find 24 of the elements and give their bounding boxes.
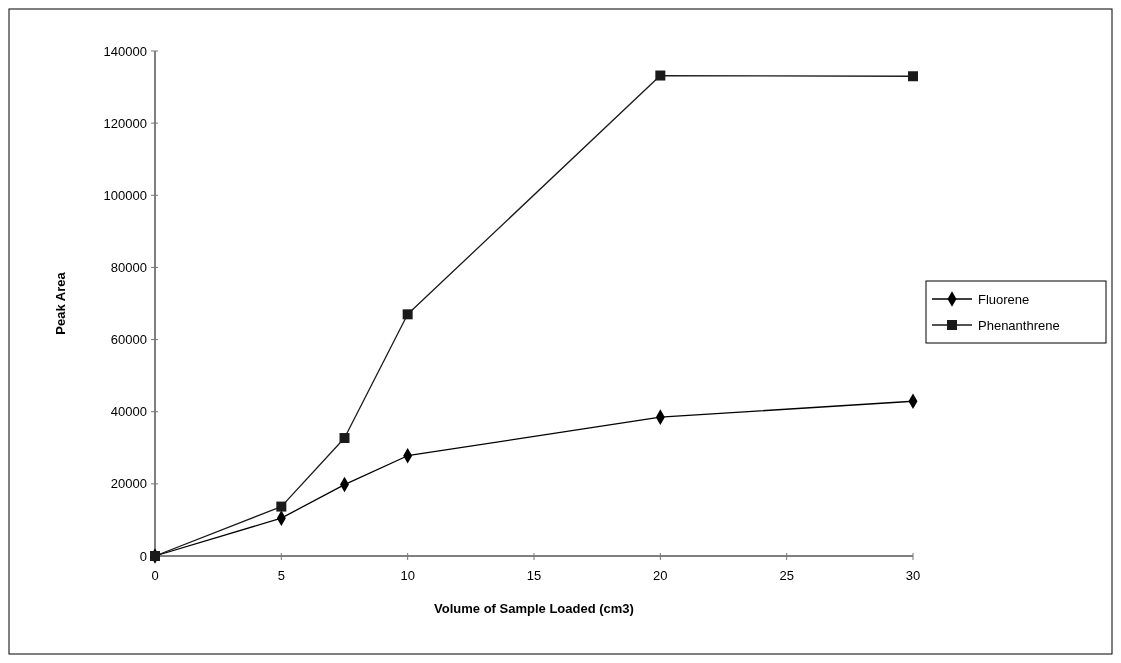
point	[655, 70, 666, 81]
x-tick-label: 25	[779, 568, 794, 583]
x-tick-label: 5	[277, 568, 285, 583]
x-tick-label: 30	[905, 568, 921, 583]
x-tick-label: 20	[653, 568, 668, 583]
y-tick-label: 40000	[110, 404, 147, 420]
y-tick-label: 140000	[103, 43, 147, 59]
legend-label: Fluorene	[978, 291, 1030, 307]
x-tick-label: 15	[526, 568, 542, 583]
x-axis-title: Volume of Sample Loaded (cm3)	[434, 601, 634, 616]
y-tick-label: 100000	[103, 187, 147, 203]
point	[402, 309, 413, 320]
point	[908, 71, 918, 82]
y-axis-title: Peak Area	[53, 271, 68, 335]
x-tick-label: 0	[151, 568, 159, 583]
y-tick-label: 0	[139, 548, 147, 564]
y-tick-label: 20000	[110, 476, 147, 492]
y-tick-label: 60000	[110, 332, 147, 348]
y-tick-label: 120000	[103, 115, 147, 131]
y-tick-label: 80000	[110, 259, 147, 275]
legend-label: Phenanthrene	[978, 317, 1060, 333]
x-tick-label: 10	[400, 568, 415, 583]
point	[276, 501, 287, 512]
point	[339, 433, 350, 444]
